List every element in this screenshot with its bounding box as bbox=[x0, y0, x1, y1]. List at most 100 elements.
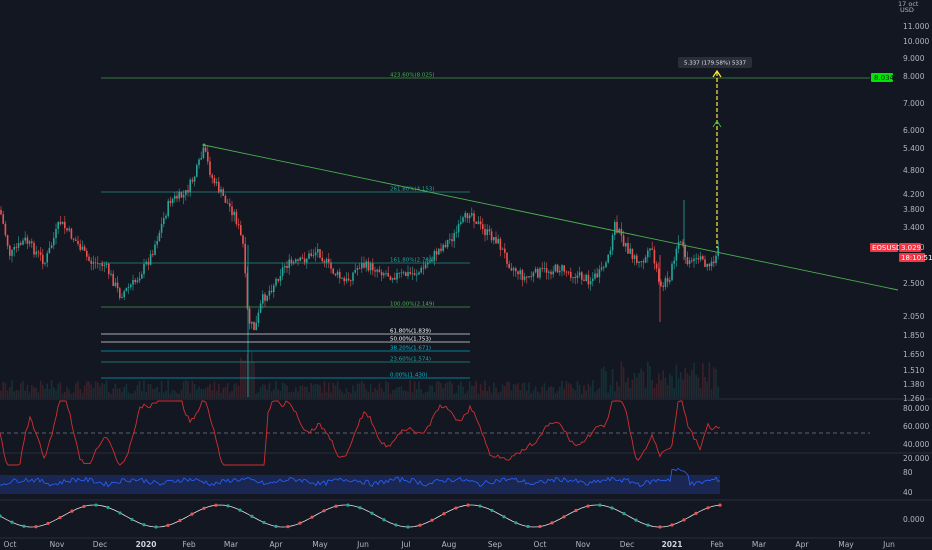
candle-body bbox=[251, 321, 253, 324]
volume-bar bbox=[662, 370, 664, 398]
candle-body bbox=[380, 272, 383, 276]
candle-body bbox=[0, 210, 2, 215]
candle-body bbox=[99, 263, 101, 265]
oscillator-dot bbox=[670, 523, 674, 527]
volume-bar bbox=[647, 361, 649, 398]
candle-body bbox=[512, 268, 515, 271]
volume-bar bbox=[244, 360, 246, 398]
candle-body bbox=[306, 258, 308, 263]
volume-bar bbox=[297, 391, 299, 398]
candle-body bbox=[636, 255, 638, 264]
candle-body bbox=[618, 228, 620, 233]
volume-bar bbox=[149, 384, 152, 398]
volume-bar bbox=[391, 389, 394, 398]
price-range-measure[interactable]: 5.337 (179.58%) 5337 bbox=[678, 57, 752, 248]
candle-body bbox=[44, 262, 46, 264]
oscillator-dot bbox=[490, 508, 494, 513]
volume-bar bbox=[68, 389, 70, 398]
price-axis-label: 7.000 bbox=[903, 99, 925, 108]
volume-bar bbox=[77, 380, 79, 398]
candle-body bbox=[31, 241, 33, 243]
volume-bar bbox=[574, 390, 576, 398]
time-axis-label: 2020 bbox=[136, 540, 157, 549]
volume-bar bbox=[323, 381, 326, 398]
candle-body bbox=[638, 261, 640, 264]
candle-body bbox=[68, 228, 70, 231]
indicator-panel[interactable] bbox=[0, 467, 721, 494]
candle-body bbox=[101, 263, 103, 266]
candle-body bbox=[123, 291, 125, 298]
rsi-line[interactable] bbox=[0, 400, 721, 466]
volume-bar bbox=[543, 383, 546, 398]
candle-body bbox=[88, 256, 90, 261]
oscillator-panel[interactable] bbox=[0, 503, 722, 529]
volume-bar bbox=[264, 384, 266, 398]
oscillator-dot bbox=[190, 512, 194, 516]
fibonacci-levels[interactable]: 423.60%(8.025) 261.80%(4.153) 161.80%(2.76… bbox=[101, 73, 870, 379]
volume-bar bbox=[127, 392, 130, 398]
oscillator-dot bbox=[298, 521, 302, 525]
volume-bar bbox=[53, 387, 55, 398]
candle-body bbox=[387, 273, 389, 277]
trendline-anchor[interactable] bbox=[202, 143, 206, 147]
candle-body bbox=[506, 252, 508, 264]
volume-bar bbox=[101, 383, 103, 398]
volume-bar bbox=[416, 389, 418, 398]
candle-body bbox=[180, 191, 183, 198]
volume-bar bbox=[585, 390, 587, 398]
header-partial-label: 17 oct bbox=[898, 0, 919, 8]
volume-bar bbox=[486, 390, 488, 398]
volume-bar bbox=[299, 385, 301, 398]
candle-body bbox=[191, 179, 194, 182]
candle-body bbox=[541, 268, 543, 269]
candle-body bbox=[354, 270, 356, 273]
candle-body bbox=[442, 244, 444, 251]
candle-body bbox=[429, 261, 431, 263]
time-axis-label: Oct bbox=[534, 540, 547, 549]
volume-bar bbox=[200, 389, 202, 398]
oscillator-dot bbox=[694, 511, 698, 515]
volume-bar bbox=[609, 384, 612, 398]
volume-bar bbox=[339, 389, 341, 398]
indicator-line[interactable] bbox=[0, 467, 721, 488]
volume-bar bbox=[132, 393, 134, 398]
candle-body bbox=[301, 257, 304, 259]
volume-bar bbox=[284, 383, 286, 398]
volume-bar bbox=[422, 393, 425, 398]
candle-body bbox=[134, 280, 136, 283]
volume-bar bbox=[653, 388, 656, 398]
candle-body bbox=[127, 287, 130, 288]
volume-bar bbox=[237, 385, 240, 398]
candle-body bbox=[92, 262, 95, 264]
volume-bar bbox=[629, 387, 631, 398]
descending-trendline[interactable] bbox=[203, 144, 899, 291]
price-axis-label: 3.400 bbox=[903, 223, 925, 232]
volume-bar bbox=[605, 371, 607, 398]
candle-body bbox=[299, 257, 301, 261]
candle-body bbox=[215, 181, 218, 184]
candle-body bbox=[178, 191, 180, 199]
volume-bar bbox=[257, 392, 260, 398]
volume-bar bbox=[581, 393, 583, 398]
volume-bar bbox=[479, 384, 482, 398]
time-axis[interactable]: Oct Nov Dec 2020 Feb Mar Apr May Jun Jul Aug Sep Oct… bbox=[4, 540, 896, 549]
volume-bar bbox=[94, 381, 97, 398]
candle-body bbox=[402, 272, 405, 274]
volume-bar bbox=[11, 380, 13, 398]
candle-body bbox=[484, 229, 486, 236]
candle-body bbox=[572, 276, 574, 278]
price-axis[interactable]: 11.000 10.000 9.000 8.000 7.000 6.000 5.400 4.8… bbox=[903, 22, 929, 403]
oscillator-dot bbox=[394, 523, 398, 527]
candle-body bbox=[182, 194, 185, 198]
candle-body bbox=[270, 290, 273, 293]
volume-bar bbox=[699, 388, 702, 398]
candlestick-series[interactable] bbox=[0, 145, 719, 397]
volume-bar bbox=[26, 384, 29, 398]
rsi-panel[interactable] bbox=[0, 400, 870, 466]
volume-bar bbox=[523, 382, 526, 398]
candle-body bbox=[581, 272, 583, 280]
candle-body bbox=[284, 265, 286, 268]
volume-bar bbox=[114, 383, 117, 398]
trendline[interactable] bbox=[202, 143, 899, 291]
